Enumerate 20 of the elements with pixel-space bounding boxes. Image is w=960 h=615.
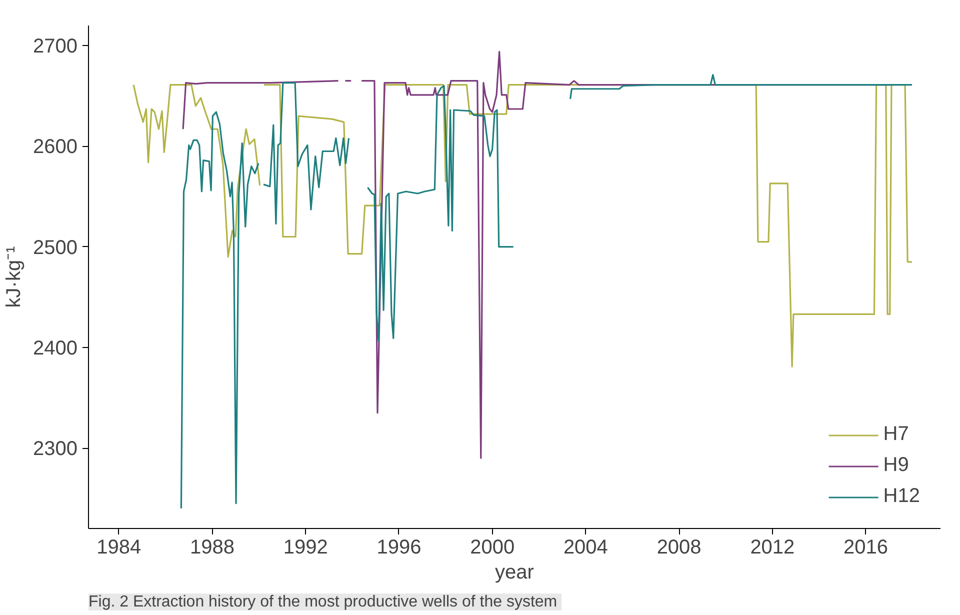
caption: Fig. 2 Extraction history of the most productive wells of the system [88, 594, 558, 610]
x-tick-label: 2008 [656, 536, 702, 558]
legend-label: H7 [883, 423, 909, 446]
x-tick-label: 1992 [283, 536, 328, 558]
y-tick-label: 2500 [33, 236, 78, 259]
x-tick-label: 2012 [750, 536, 795, 558]
y-axis-title: kJ·kg⁻¹ [3, 246, 26, 308]
x-axis-title: year [495, 562, 534, 584]
y-tick-label: 2300 [33, 438, 78, 460]
x-tick-label: 2000 [470, 536, 515, 558]
x-tick-label: 1996 [376, 536, 422, 558]
y-tick-label: 2600 [33, 136, 78, 158]
x-tick-label: 2004 [563, 536, 608, 558]
legend-label: H9 [883, 454, 909, 477]
x-tick-label: 1988 [190, 536, 234, 558]
y-tick-label: 2400 [33, 337, 78, 360]
y-tick-label: 2700 [33, 36, 78, 58]
x-tick-label: 1984 [96, 536, 142, 558]
x-tick-label: 2016 [844, 536, 888, 558]
legend-label: H12 [883, 485, 920, 508]
